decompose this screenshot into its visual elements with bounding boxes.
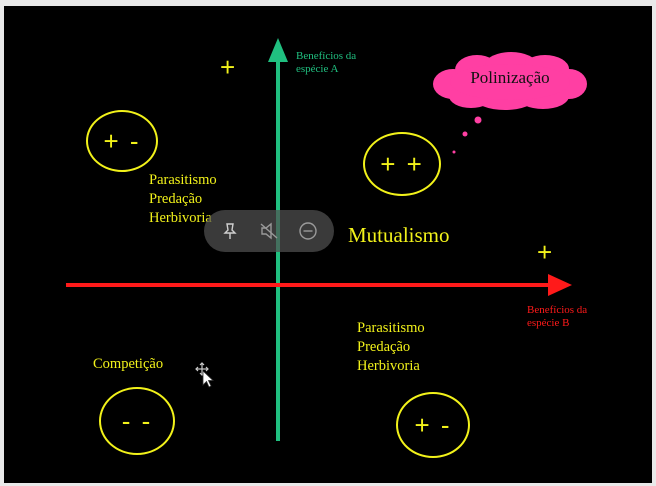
mute-button[interactable] [254, 216, 284, 246]
cloud-label: Polinização [470, 68, 550, 87]
bottom-left-circle: - - [99, 387, 175, 455]
list-item: Herbivoria [149, 210, 212, 226]
top-plus-sign: + [220, 52, 236, 82]
list-item: Herbivoria [357, 358, 420, 374]
vertical-axis-arrowhead [268, 38, 288, 62]
mute-icon [260, 222, 278, 240]
cloud-shape [433, 52, 587, 110]
zoom-out-icon [299, 222, 318, 240]
top-right-circle: + + [363, 132, 441, 196]
slide-canvas: Benefícios da espécie A Benefícios da es… [4, 6, 652, 483]
list-item: Predação [357, 339, 411, 355]
top-left-circle: + - [86, 110, 158, 172]
pin-icon [222, 223, 237, 239]
list-item: Parasitismo [357, 320, 425, 336]
pollination-cloud: Polinização [431, 52, 589, 112]
mouse-cursor-icon [195, 362, 215, 388]
mutualism-label: Mutualismo [348, 223, 450, 247]
axis-x-label-line2: espécie B [527, 317, 570, 329]
right-plus-sign: + [537, 237, 553, 267]
bottom-right-interaction-list: Parasitismo Predação Herbivoria [357, 319, 425, 376]
thought-dot-medium [462, 131, 468, 137]
axis-x-label: Benefícios da espécie B [527, 304, 587, 330]
competition-label: Competição [93, 356, 164, 372]
axis-x-label-line1: Benefícios da [527, 304, 588, 316]
pin-button[interactable] [215, 216, 245, 246]
list-item: Predação [149, 191, 203, 207]
zoom-out-button[interactable] [293, 216, 323, 246]
top-left-interaction-list: Parasitismo Predação Herbivoria [149, 171, 217, 228]
thought-dot-large [474, 116, 482, 124]
thought-dot-small [452, 150, 456, 154]
horizontal-axis-arrowhead [548, 274, 572, 296]
axis-y-label: Benefícios da espécie A [296, 50, 356, 76]
axis-y-label-line1: Benefícios da [296, 50, 357, 62]
axis-y-label-line2: espécie A [296, 63, 339, 75]
list-item: Parasitismo [149, 172, 217, 188]
presentation-toolbar [204, 210, 334, 252]
bottom-right-circle: + - [396, 392, 470, 458]
